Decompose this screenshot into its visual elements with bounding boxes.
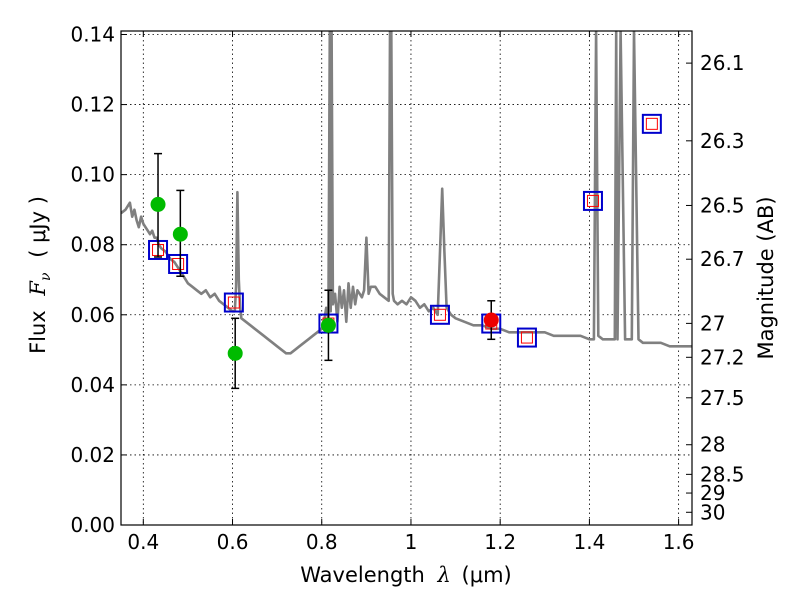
model-box — [516, 327, 537, 348]
y-tick-label: 0.14 — [70, 23, 115, 47]
x-tick-label: 0.4 — [127, 530, 159, 554]
magnitude-tick-label: 26.3 — [700, 129, 745, 153]
model-box-inner — [172, 257, 185, 270]
x-tick-label: 1.4 — [573, 530, 605, 554]
model-box — [429, 304, 450, 325]
magnitude-tick-label: 26.5 — [700, 193, 745, 217]
y-tick-label: 0.08 — [70, 233, 115, 257]
y-axis-right-label: Magnitude (AB) — [754, 196, 778, 359]
y-tick-label: 0.12 — [70, 93, 115, 117]
model-box — [582, 190, 603, 211]
magnitude-tick-label: 26.7 — [700, 247, 745, 271]
model-box-inner — [227, 296, 240, 309]
photometry-point — [172, 226, 188, 242]
observed-photometry — [150, 152, 499, 390]
y-axis-label: Flux Fν ( μJy ) — [26, 196, 55, 354]
model-box — [641, 113, 662, 134]
x-tick-label: 0.6 — [217, 530, 249, 554]
x-tick-label: 1.2 — [484, 530, 516, 554]
photometry-point — [483, 312, 499, 328]
y-tick-label: 0.02 — [70, 443, 115, 467]
magnitude-tick-label: 28.5 — [700, 462, 745, 486]
magnitude-tick-label: 27.5 — [700, 386, 745, 410]
spectrum-line — [121, 31, 692, 355]
magnitude-tick-label: 29 — [700, 481, 725, 505]
x-tick-label: 0.8 — [306, 530, 338, 554]
x-tick-label: 1.6 — [663, 530, 695, 554]
y-tick-label: 0.00 — [70, 513, 115, 537]
model-box-inner — [586, 194, 599, 207]
magnitude-tick-label: 28 — [700, 433, 725, 457]
magnitude-tick-label: 27 — [700, 311, 725, 335]
model-spectrum — [121, 31, 692, 355]
plot-frame — [120, 30, 693, 526]
magnitude-tick-label: 30 — [700, 500, 725, 524]
x-axis-label: Wavelength λ (μm) — [300, 563, 511, 587]
model-box — [168, 253, 189, 274]
model-box-inner — [433, 308, 446, 321]
model-box-inner — [645, 117, 658, 130]
photometry-point — [227, 345, 243, 361]
x-tick-label: 1 — [405, 530, 418, 554]
photometry-point — [150, 196, 166, 212]
model-box-inner — [520, 331, 533, 344]
magnitude-tick-label: 27.2 — [700, 345, 745, 369]
model-box — [223, 292, 244, 313]
y-tick-label: 0.04 — [70, 373, 115, 397]
axis-ticks: 0.4 0.6 0.8 1 1.2 1.4 1.6 0.00 0.02 0.04 0.06 0.08 0… — [70, 23, 744, 554]
photometry-point — [320, 317, 336, 333]
y-tick-label: 0.06 — [70, 303, 115, 327]
y-tick-label: 0.10 — [70, 163, 115, 187]
magnitude-tick-label: 26.1 — [700, 51, 745, 75]
